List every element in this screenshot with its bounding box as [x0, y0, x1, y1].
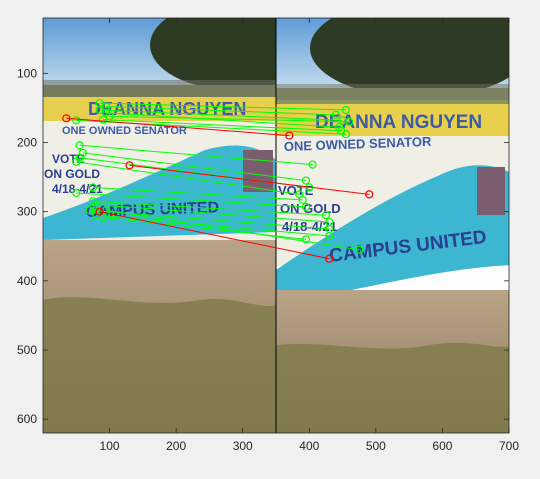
- outlier-point-left: [125, 161, 134, 170]
- inlier-match-line: [99, 109, 343, 121]
- right-banner-line-2: ONE OWNED SENATOR: [284, 134, 433, 154]
- right-banner-line-1: DEANNA NGUYEN: [315, 112, 482, 133]
- inlier-point-right: [301, 202, 311, 211]
- right-portrait: [477, 167, 505, 215]
- inlier-point-left: [98, 115, 108, 124]
- x-tick-label: 500: [366, 439, 386, 453]
- inlier-point-left: [72, 157, 81, 166]
- x-tick-label: 700: [499, 439, 519, 453]
- axes-frame: [42, 17, 510, 434]
- inlier-point-left: [95, 105, 104, 115]
- inlier-match-line: [106, 209, 360, 251]
- outlier-point-left: [62, 114, 71, 123]
- x-tick-label: 300: [233, 439, 253, 453]
- inlier-match-line: [82, 152, 307, 182]
- inlier-point-left: [75, 141, 84, 150]
- right-tree-canopy: [310, 18, 509, 98]
- right-grass: [276, 342, 509, 433]
- inlier-point-left: [85, 206, 94, 215]
- inlier-point-left: [92, 200, 101, 209]
- outlier-point-right: [325, 254, 334, 263]
- inlier-match-line: [102, 119, 342, 132]
- outlier-point-right: [365, 190, 374, 199]
- inlier-match-line: [96, 204, 330, 223]
- inlier-match-line: [89, 209, 330, 230]
- inlier-match-line: [76, 161, 300, 195]
- right-mural-line-2: ON GOLD: [280, 201, 341, 216]
- inlier-match-line: [79, 144, 313, 166]
- inlier-match-line: [76, 192, 306, 208]
- y-tick-label: 500: [17, 343, 37, 357]
- outlier-match-line: [129, 164, 370, 195]
- right-fence: [276, 84, 509, 100]
- outlier-point-right: [285, 131, 294, 140]
- x-tick-label: 400: [299, 439, 319, 453]
- inlier-point-right: [321, 211, 331, 220]
- inlier-point-right: [301, 235, 311, 244]
- y-tick-label: 300: [17, 205, 37, 219]
- x-tick-label: 600: [432, 439, 452, 453]
- left-grass: [43, 297, 276, 433]
- inlier-point-right: [331, 110, 341, 119]
- right-mural-line-3: 4/18-4/21: [282, 219, 337, 234]
- x-tick-label: 100: [100, 439, 120, 453]
- inlier-point-right: [298, 195, 307, 205]
- feature-matches: [62, 98, 374, 263]
- inlier-point-right: [325, 231, 334, 240]
- left-banner-line-2: ONE OWNED SENATOR: [62, 125, 187, 137]
- inlier-point-right: [308, 160, 317, 169]
- inlier-point-right: [301, 176, 311, 185]
- y-tick-label: 600: [17, 412, 37, 426]
- x-axis: 100 200 300 400 500 600 700: [100, 18, 519, 453]
- inlier-match-line: [109, 115, 350, 123]
- inlier-point-right: [355, 245, 364, 254]
- right-photo: DEANNA NGUYEN ONE OWNED SENATOR VOTE ON …: [276, 18, 509, 433]
- inlier-match-line: [92, 200, 326, 216]
- y-tick-label: 100: [17, 66, 37, 80]
- left-fence: [43, 80, 276, 97]
- inlier-point-left: [72, 188, 81, 198]
- inlier-match-line: [99, 102, 346, 111]
- outlier-point-left: [95, 207, 104, 216]
- inlier-match-line: [106, 106, 336, 116]
- x-tick-label: 200: [166, 439, 186, 453]
- inlier-point-right: [345, 117, 354, 126]
- right-blue-wave: [276, 165, 509, 305]
- y-tick-label: 400: [17, 274, 37, 288]
- y-axis: 100 200 300 400 500 600: [17, 66, 509, 426]
- inlier-point-right: [341, 130, 350, 139]
- left-portrait: [243, 150, 273, 192]
- left-tree-canopy: [150, 18, 276, 90]
- inlier-point-left: [72, 116, 81, 125]
- inlier-point-left: [88, 183, 98, 192]
- inlier-match-line: [106, 112, 340, 128]
- inlier-point-right: [341, 105, 350, 115]
- y-tick-label: 200: [17, 136, 37, 150]
- outlier-match-line: [99, 211, 330, 260]
- inlier-match-line: [92, 186, 303, 201]
- outlier-match-line: [66, 117, 290, 137]
- left-mural-line-2: ON GOLD: [44, 167, 100, 181]
